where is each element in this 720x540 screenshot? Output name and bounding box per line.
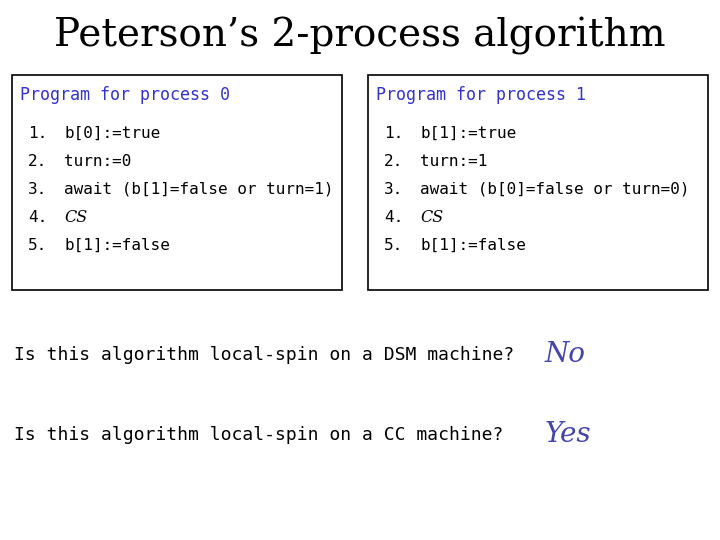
Text: 3.: 3. <box>28 181 48 197</box>
Text: Is this algorithm local-spin on a DSM machine?: Is this algorithm local-spin on a DSM ma… <box>14 346 514 364</box>
Text: 5.: 5. <box>28 238 48 253</box>
Text: await (b[0]=false or turn=0): await (b[0]=false or turn=0) <box>420 181 690 197</box>
Text: 3.: 3. <box>384 181 403 197</box>
Text: Program for process 1: Program for process 1 <box>376 86 586 104</box>
Text: CS: CS <box>420 208 444 226</box>
FancyBboxPatch shape <box>12 75 342 290</box>
Text: 4.: 4. <box>28 210 48 225</box>
Text: b[1]:=false: b[1]:=false <box>64 238 170 253</box>
Text: No: No <box>545 341 586 368</box>
Text: Yes: Yes <box>545 422 592 449</box>
Text: 1.: 1. <box>28 125 48 140</box>
Text: 1.: 1. <box>384 125 403 140</box>
Text: 4.: 4. <box>384 210 403 225</box>
Text: Peterson’s 2-process algorithm: Peterson’s 2-process algorithm <box>54 17 666 55</box>
Text: turn:=1: turn:=1 <box>420 153 487 168</box>
Text: Is this algorithm local-spin on a CC machine?: Is this algorithm local-spin on a CC mac… <box>14 426 503 444</box>
Text: Program for process 0: Program for process 0 <box>20 86 230 104</box>
Text: await (b[1]=false or turn=1): await (b[1]=false or turn=1) <box>64 181 333 197</box>
Text: b[0]:=true: b[0]:=true <box>64 125 161 140</box>
Text: turn:=0: turn:=0 <box>64 153 131 168</box>
Text: 2.: 2. <box>384 153 403 168</box>
Text: CS: CS <box>64 208 87 226</box>
Text: b[1]:=true: b[1]:=true <box>420 125 516 140</box>
Text: b[1]:=false: b[1]:=false <box>420 238 526 253</box>
FancyBboxPatch shape <box>368 75 708 290</box>
Text: 2.: 2. <box>28 153 48 168</box>
Text: 5.: 5. <box>384 238 403 253</box>
